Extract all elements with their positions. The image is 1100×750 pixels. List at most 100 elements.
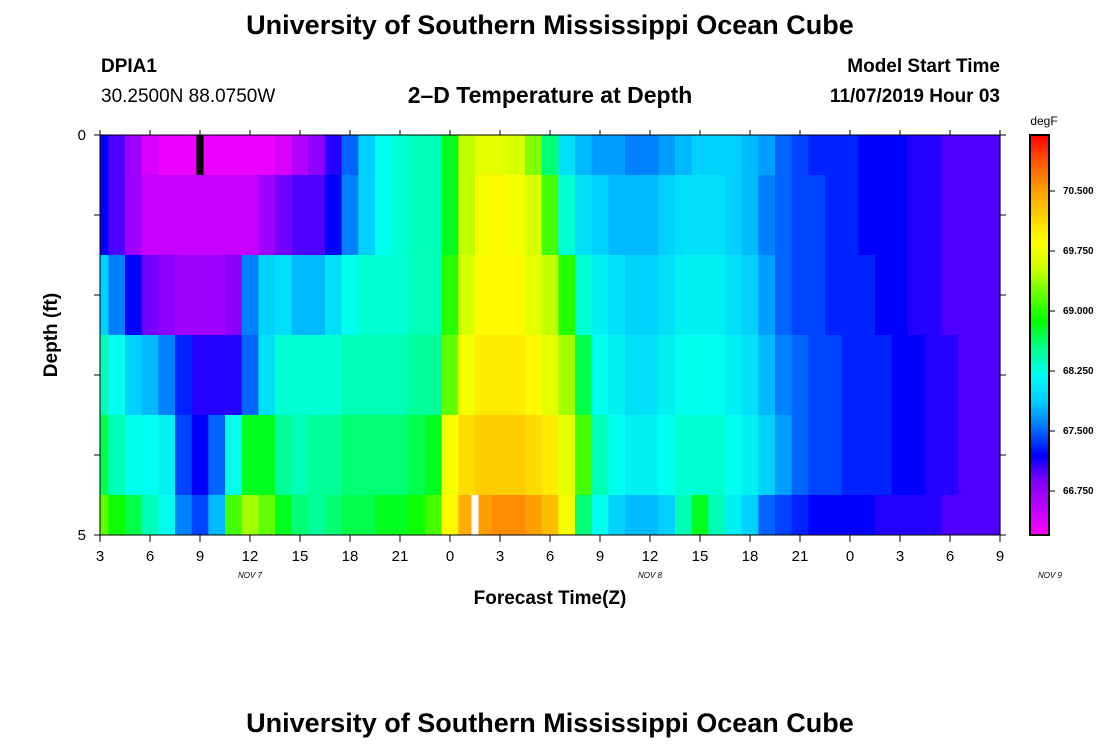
heatmap-cell — [275, 255, 293, 336]
heatmap-cell — [908, 175, 926, 256]
heatmap-cell — [491, 255, 509, 336]
heatmap-cell — [958, 415, 976, 496]
heatmap-cell — [958, 135, 976, 176]
heatmap-cell — [875, 335, 893, 416]
heatmap-cell — [125, 135, 143, 176]
heatmap-cell — [308, 495, 326, 536]
heatmap-cell — [525, 135, 543, 176]
heatmap-cell — [208, 495, 226, 536]
heatmap-cell — [608, 135, 626, 176]
heatmap-cell — [375, 335, 393, 416]
heatmap-cell — [458, 335, 476, 416]
heatmap-cell — [408, 335, 426, 416]
heatmap-cell — [475, 335, 493, 416]
heatmap-cell — [741, 175, 759, 256]
heatmap-cell — [991, 495, 1001, 536]
x-axis: 3 6 9 12 15 18 21 0 3 6 9 12 15 18 21 0 3 6 9 NOV 7 NOV 8 NOV… — [96, 130, 1063, 580]
heatmap-cell — [891, 135, 909, 176]
heatmap-cell — [325, 335, 343, 416]
heatmap-cell — [141, 415, 159, 496]
heatmap-cell — [725, 415, 743, 496]
heatmap-cell — [808, 175, 826, 256]
heatmap-cell — [875, 255, 893, 336]
x-tick-label: 6 — [146, 548, 154, 565]
heatmap-cell — [341, 495, 359, 536]
colorbar-fill — [1029, 134, 1050, 536]
heatmap-cell — [258, 255, 276, 336]
heatmap-cell — [591, 175, 609, 256]
heatmap-cell — [925, 495, 943, 536]
heatmap-cell — [891, 175, 909, 256]
heatmap-cell — [100, 255, 109, 336]
station-coordinates: 30.2500N 88.0750W — [101, 86, 276, 107]
heatmap-cell — [341, 335, 359, 416]
heatmap-cell — [908, 415, 926, 496]
heatmap-cell — [941, 255, 959, 336]
heatmap-cell — [375, 175, 393, 256]
x-tick-label: 3 — [96, 548, 104, 565]
heatmap-cell — [308, 415, 326, 496]
heatmap-cell — [875, 415, 893, 496]
heatmap-cell — [541, 495, 559, 536]
heatmap-cell — [975, 175, 993, 256]
heatmap-cell — [525, 415, 543, 496]
heatmap-cell — [675, 335, 693, 416]
heatmap-cell — [575, 335, 593, 416]
heatmap-cell — [608, 255, 626, 336]
heatmap-cell — [825, 175, 843, 256]
date-label: NOV 9 — [1038, 571, 1063, 580]
heatmap-cell — [925, 255, 943, 336]
x-tick-label: 18 — [342, 548, 359, 565]
date-label: NOV 8 — [638, 571, 663, 580]
heatmap-cell — [175, 135, 193, 176]
heatmap-cell — [375, 495, 393, 536]
heatmap-cell — [458, 175, 476, 256]
heatmap-cell — [891, 415, 909, 496]
heatmap-cell — [241, 135, 259, 176]
heatmap-cell — [191, 175, 209, 256]
heatmap-cell — [158, 135, 176, 176]
heatmap-cell — [875, 135, 893, 176]
heatmap-cell — [675, 495, 693, 536]
heatmap-cell — [641, 255, 659, 336]
heatmap-cell — [458, 135, 476, 176]
heatmap-cell — [425, 415, 443, 496]
heatmap-cell — [391, 335, 409, 416]
heatmap-cell — [791, 255, 809, 336]
colorbar: degF 66.750 67.500 68.250 69.000 69.750 70.50… — [1029, 114, 1094, 536]
heatmap-cell — [491, 415, 509, 496]
x-tick-label: 21 — [392, 548, 409, 565]
heatmap-cell — [391, 495, 409, 536]
heatmap-cell — [641, 495, 659, 536]
heatmap-cell — [158, 255, 176, 336]
y-tick-label: 0 — [78, 127, 86, 144]
heatmap-cell — [208, 415, 226, 496]
heatmap-cell — [241, 175, 259, 256]
heatmap-cell — [691, 255, 709, 336]
heatmap-cell — [958, 255, 976, 336]
heatmap-cell — [858, 135, 876, 176]
heatmap-cell — [741, 135, 759, 176]
heatmap-cell — [108, 335, 126, 416]
heatmap-cell — [100, 175, 109, 256]
heatmap-cell — [408, 135, 426, 176]
heatmap-cell — [175, 335, 193, 416]
heatmap-cell — [175, 495, 193, 536]
heatmap-cell — [241, 255, 259, 336]
heatmap-cell — [191, 335, 209, 416]
heatmap-cell — [225, 255, 243, 336]
x-tick-label: 3 — [496, 548, 504, 565]
heatmap-cell — [925, 135, 943, 176]
x-tick-label: 9 — [596, 548, 604, 565]
heatmap-cell — [991, 255, 1001, 336]
heatmap-cell — [841, 415, 859, 496]
heatmap-cell — [158, 495, 176, 536]
heatmap-cell — [525, 495, 543, 536]
heatmap-cell — [858, 415, 876, 496]
heatmap-cell — [958, 495, 976, 536]
heatmap-cell — [391, 135, 409, 176]
heatmap-cell — [708, 415, 726, 496]
heatmap-cell — [608, 175, 626, 256]
heatmap-cell — [541, 255, 559, 336]
